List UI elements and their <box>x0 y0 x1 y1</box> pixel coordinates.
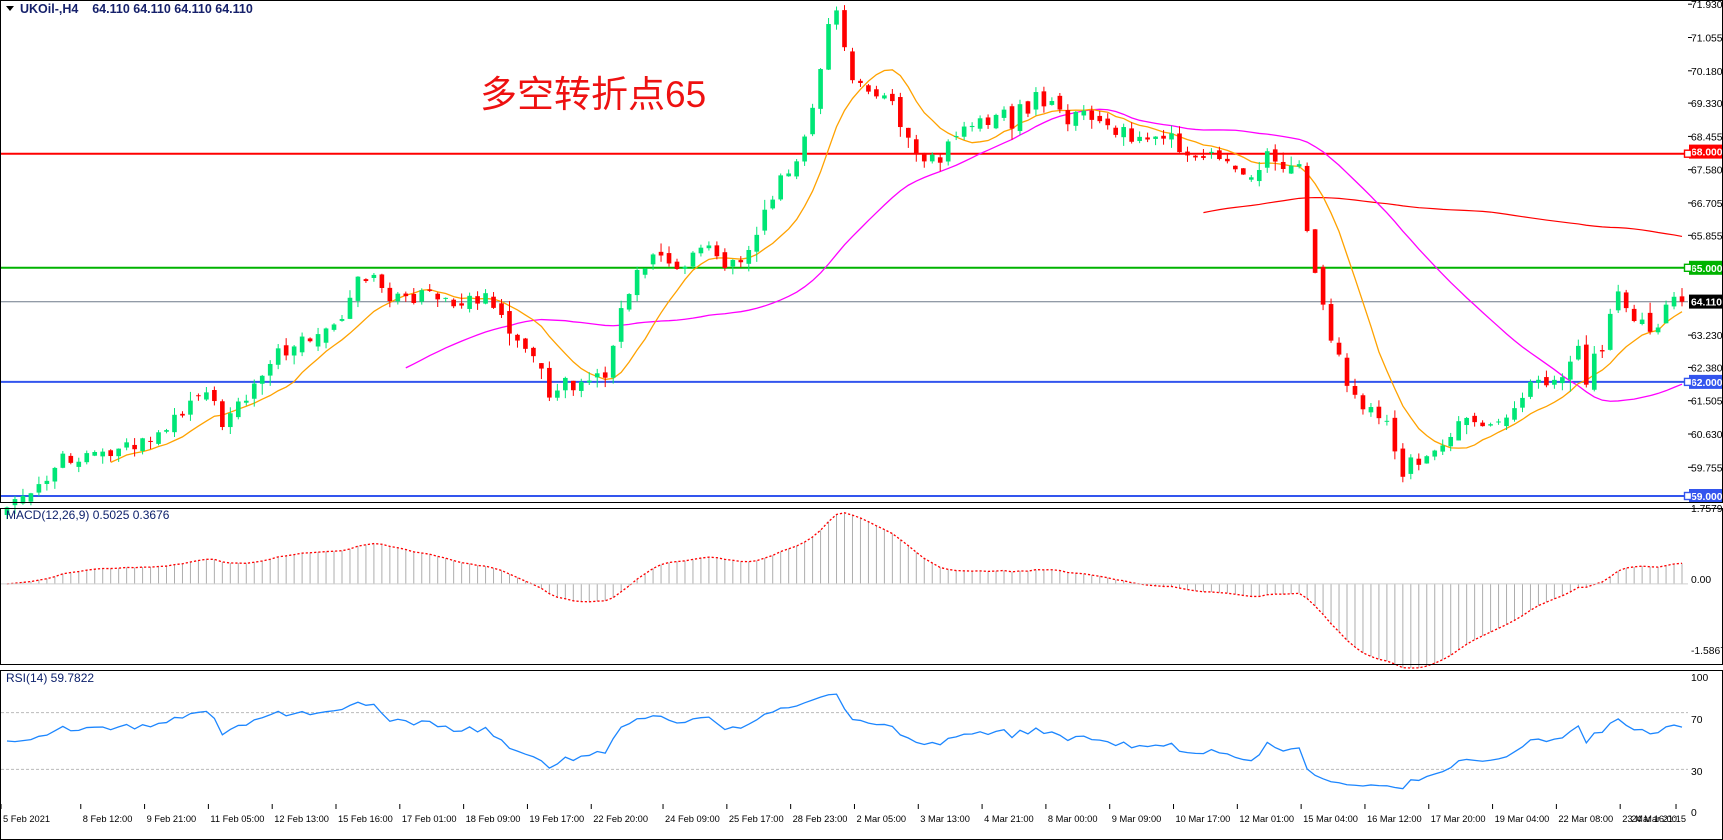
svg-text:19 Mar 04:00: 19 Mar 04:00 <box>1495 814 1550 824</box>
svg-text:MACD(12,26,9) 0.5025 0.3676: MACD(12,26,9) 0.5025 0.3676 <box>6 508 170 522</box>
svg-text:24 Feb 09:00: 24 Feb 09:00 <box>665 814 720 824</box>
svg-text:62.380: 62.380 <box>1691 363 1723 374</box>
svg-text:22 Mar 08:00: 22 Mar 08:00 <box>1558 814 1613 824</box>
svg-text:69.330: 69.330 <box>1691 99 1723 110</box>
svg-text:71.055: 71.055 <box>1691 34 1723 45</box>
svg-text:65.000: 65.000 <box>1691 264 1723 275</box>
svg-text:17 Feb 01:00: 17 Feb 01:00 <box>402 814 457 824</box>
svg-text:2 Mar 05:00: 2 Mar 05:00 <box>856 814 906 824</box>
svg-text:59.000: 59.000 <box>1691 492 1723 503</box>
svg-text:64.110: 64.110 <box>1691 298 1722 309</box>
svg-text:18 Feb 09:00: 18 Feb 09:00 <box>466 814 521 824</box>
svg-text:4 Mar 21:00: 4 Mar 21:00 <box>984 814 1034 824</box>
svg-text:15 Feb 16:00: 15 Feb 16:00 <box>338 814 393 824</box>
svg-text:-1.5867: -1.5867 <box>1691 646 1723 657</box>
svg-text:19 Feb 17:00: 19 Feb 17:00 <box>529 814 584 824</box>
svg-text:11 Feb 05:00: 11 Feb 05:00 <box>210 814 264 824</box>
svg-text:68.000: 68.000 <box>1691 148 1723 159</box>
svg-text:UKOil-,H4 64.110 64.110 64.: UKOil-,H4 64.110 64.110 64.110 64.110 <box>20 2 253 16</box>
svg-text:1.7579: 1.7579 <box>1691 504 1723 515</box>
svg-text:9 Mar 09:00: 9 Mar 09:00 <box>1112 814 1162 824</box>
svg-text:10 Mar 17:00: 10 Mar 17:00 <box>1176 814 1231 824</box>
svg-text:多空转折点65: 多空转折点65 <box>480 74 706 115</box>
svg-text:30: 30 <box>1691 767 1703 778</box>
svg-text:60.630: 60.630 <box>1691 430 1723 441</box>
svg-text:8 Feb 12:00: 8 Feb 12:00 <box>83 814 133 824</box>
svg-text:100: 100 <box>1691 673 1708 684</box>
svg-text:0: 0 <box>1691 808 1697 819</box>
svg-text:71.930: 71.930 <box>1691 0 1723 11</box>
svg-text:24 Mar 21:15: 24 Mar 21:15 <box>1631 814 1686 824</box>
svg-text:16 Mar 12:00: 16 Mar 12:00 <box>1367 814 1422 824</box>
svg-text:59.755: 59.755 <box>1691 463 1723 474</box>
svg-text:62.000: 62.000 <box>1691 378 1723 389</box>
svg-text:17 Mar 20:00: 17 Mar 20:00 <box>1431 814 1486 824</box>
svg-text:61.505: 61.505 <box>1691 397 1723 408</box>
svg-text:22 Feb 20:00: 22 Feb 20:00 <box>593 814 648 824</box>
svg-text:25 Feb 17:00: 25 Feb 17:00 <box>729 814 784 824</box>
svg-text:70.180: 70.180 <box>1691 67 1723 78</box>
svg-text:RSI(14) 59.7822: RSI(14) 59.7822 <box>6 671 94 685</box>
svg-text:15 Mar 04:00: 15 Mar 04:00 <box>1303 814 1358 824</box>
svg-text:0.00: 0.00 <box>1691 575 1711 586</box>
svg-text:9 Feb 21:00: 9 Feb 21:00 <box>147 814 197 824</box>
svg-text:67.580: 67.580 <box>1691 166 1723 177</box>
svg-text:65.855: 65.855 <box>1691 231 1723 242</box>
svg-text:68.455: 68.455 <box>1691 132 1723 143</box>
svg-text:66.705: 66.705 <box>1691 199 1723 210</box>
svg-text:28 Feb 23:00: 28 Feb 23:00 <box>793 814 848 824</box>
svg-text:70: 70 <box>1691 715 1703 726</box>
svg-text:63.230: 63.230 <box>1691 331 1723 342</box>
svg-text:12 Mar 01:00: 12 Mar 01:00 <box>1239 814 1294 824</box>
svg-text:3 Mar 13:00: 3 Mar 13:00 <box>920 814 970 824</box>
svg-text:12 Feb 13:00: 12 Feb 13:00 <box>274 814 329 824</box>
svg-text:5 Feb 2021: 5 Feb 2021 <box>3 814 50 824</box>
svg-text:8 Mar 00:00: 8 Mar 00:00 <box>1048 814 1098 824</box>
